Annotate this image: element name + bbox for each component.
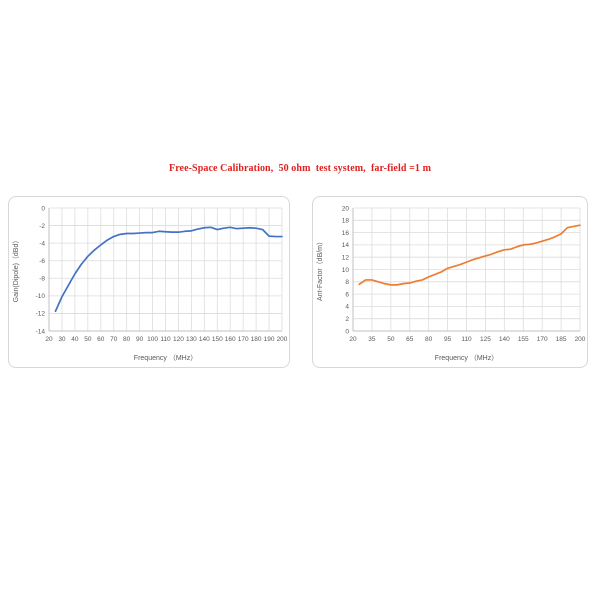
svg-text:2: 2 xyxy=(345,316,349,323)
svg-text:150: 150 xyxy=(212,336,223,343)
svg-text:-14: -14 xyxy=(36,328,46,335)
svg-text:12: 12 xyxy=(342,255,350,262)
svg-text:20: 20 xyxy=(45,336,53,343)
svg-text:185: 185 xyxy=(556,336,567,343)
svg-text:50: 50 xyxy=(84,336,92,343)
x-axis-title: Frequency （MHz） xyxy=(435,354,498,362)
svg-text:155: 155 xyxy=(518,336,529,343)
svg-text:140: 140 xyxy=(199,336,210,343)
svg-text:95: 95 xyxy=(444,336,452,343)
antenna-factor-chart: 20 35 50 65 80 95 110 125 140 155 170 185 200 20 18 16 1… xyxy=(312,196,588,368)
svg-text:20: 20 xyxy=(342,205,350,212)
y-axis-title: Ant-Factor（dB/m） xyxy=(316,238,324,301)
svg-text:0: 0 xyxy=(41,205,45,212)
svg-text:65: 65 xyxy=(406,336,414,343)
svg-text:125: 125 xyxy=(480,336,491,343)
svg-text:-10: -10 xyxy=(36,293,46,300)
svg-text:130: 130 xyxy=(186,336,197,343)
y-tick-labels: 0 -2 -4 -6 -8 -10 -12 -14 xyxy=(36,205,46,335)
svg-text:30: 30 xyxy=(58,336,66,343)
svg-text:40: 40 xyxy=(71,336,79,343)
svg-text:18: 18 xyxy=(342,218,350,225)
svg-text:170: 170 xyxy=(238,336,249,343)
gridlines xyxy=(48,207,283,332)
svg-text:180: 180 xyxy=(251,336,262,343)
gridlines xyxy=(352,207,581,332)
svg-text:110: 110 xyxy=(160,336,171,343)
axis-lines xyxy=(352,208,580,332)
axis-lines xyxy=(48,208,282,332)
svg-text:0: 0 xyxy=(345,328,349,335)
x-tick-labels: 20 35 50 65 80 95 110 125 140 155 170 185 200 xyxy=(349,336,585,343)
svg-text:90: 90 xyxy=(136,336,144,343)
svg-text:-2: -2 xyxy=(39,223,45,230)
svg-text:16: 16 xyxy=(342,230,350,237)
y-axis-title: Gain(Dipole)（dBd） xyxy=(12,237,20,303)
gain-dipole-chart: 20 30 40 50 60 70 80 90 100 110 120 130 140 150 160 170… xyxy=(8,196,290,368)
svg-text:80: 80 xyxy=(123,336,131,343)
svg-text:8: 8 xyxy=(345,279,349,286)
svg-text:200: 200 xyxy=(277,336,288,343)
svg-text:4: 4 xyxy=(345,304,349,311)
svg-text:140: 140 xyxy=(499,336,510,343)
svg-text:100: 100 xyxy=(147,336,158,343)
svg-text:50: 50 xyxy=(387,336,395,343)
x-axis-title: Frequency （MHz） xyxy=(134,354,197,362)
svg-text:120: 120 xyxy=(173,336,184,343)
series-line xyxy=(358,224,581,286)
svg-text:200: 200 xyxy=(575,336,586,343)
svg-text:110: 110 xyxy=(461,336,472,343)
svg-text:-8: -8 xyxy=(39,276,45,283)
svg-text:-4: -4 xyxy=(39,240,45,247)
svg-text:170: 170 xyxy=(537,336,548,343)
svg-text:-12: -12 xyxy=(36,311,46,318)
svg-text:70: 70 xyxy=(110,336,118,343)
svg-text:10: 10 xyxy=(342,267,350,274)
page-title: Free-Space Calibration, 50 ohm test syst… xyxy=(168,163,432,174)
svg-text:35: 35 xyxy=(368,336,376,343)
x-tick-labels: 20 30 40 50 60 70 80 90 100 110 120 130 140 150 160 170… xyxy=(45,336,287,343)
svg-text:-6: -6 xyxy=(39,258,45,265)
svg-text:6: 6 xyxy=(345,291,349,298)
svg-text:80: 80 xyxy=(425,336,433,343)
svg-text:20: 20 xyxy=(349,336,357,343)
svg-text:160: 160 xyxy=(225,336,236,343)
svg-text:60: 60 xyxy=(97,336,105,343)
svg-text:190: 190 xyxy=(264,336,275,343)
series-line xyxy=(54,226,283,313)
antenna-factor-chart-svg: 20 35 50 65 80 95 110 125 140 155 170 185 2002018161… xyxy=(316,205,586,362)
gain-dipole-chart-svg: 20 30 40 50 60 70 80 90 100 110 120 130 140 150 160 170… xyxy=(12,205,288,362)
svg-text:14: 14 xyxy=(342,242,350,249)
